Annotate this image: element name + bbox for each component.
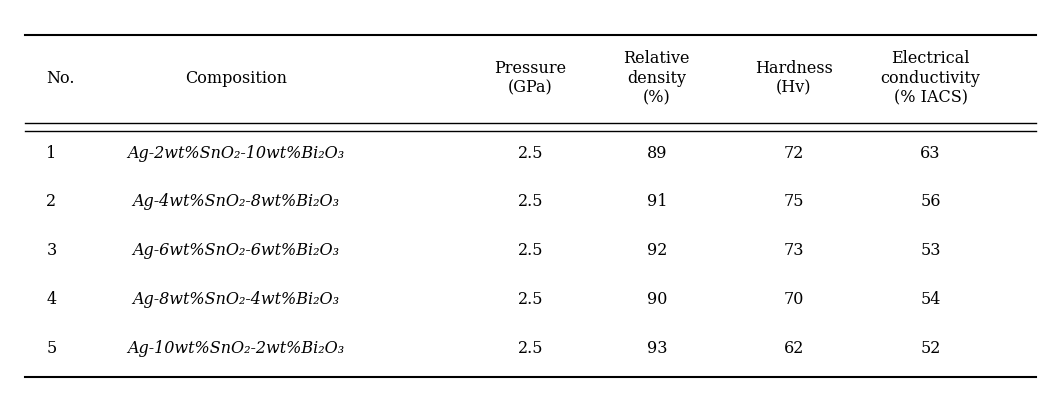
Text: 90: 90 [646,291,667,308]
Text: 72: 72 [783,145,804,162]
Text: 5: 5 [47,340,56,357]
Text: Electrical
conductivity
(% IACS): Electrical conductivity (% IACS) [881,50,980,106]
Text: Ag-8wt%SnO₂-4wt%Bi₂O₃: Ag-8wt%SnO₂-4wt%Bi₂O₃ [133,291,340,308]
Text: 75: 75 [783,193,804,210]
Text: Ag-4wt%SnO₂-8wt%Bi₂O₃: Ag-4wt%SnO₂-8wt%Bi₂O₃ [133,193,340,210]
Text: 2.5: 2.5 [518,340,543,357]
Text: 4: 4 [47,291,56,308]
Text: 91: 91 [646,193,667,210]
Text: Ag-6wt%SnO₂-6wt%Bi₂O₃: Ag-6wt%SnO₂-6wt%Bi₂O₃ [133,243,340,260]
Text: Ag-2wt%SnO₂-10wt%Bi₂O₃: Ag-2wt%SnO₂-10wt%Bi₂O₃ [127,145,345,162]
Text: Composition: Composition [185,69,286,87]
Text: 54: 54 [920,291,941,308]
Text: 2.5: 2.5 [518,193,543,210]
Text: 89: 89 [646,145,667,162]
Text: 2.5: 2.5 [518,145,543,162]
Text: 63: 63 [920,145,941,162]
Text: 93: 93 [646,340,667,357]
Text: 92: 92 [646,243,667,260]
Text: 52: 52 [920,340,941,357]
Text: 2: 2 [47,193,56,210]
Text: 53: 53 [920,243,941,260]
Text: 70: 70 [783,291,804,308]
Text: 1: 1 [47,145,56,162]
Text: 62: 62 [783,340,804,357]
Text: Ag-10wt%SnO₂-2wt%Bi₂O₃: Ag-10wt%SnO₂-2wt%Bi₂O₃ [127,340,345,357]
Text: 2.5: 2.5 [518,243,543,260]
Text: 3: 3 [47,243,56,260]
Text: No.: No. [47,69,74,87]
Text: 2.5: 2.5 [518,291,543,308]
Text: Pressure
(GPa): Pressure (GPa) [494,60,567,96]
Text: Hardness
(Hv): Hardness (Hv) [754,60,833,96]
Text: 73: 73 [783,243,804,260]
Text: Relative
density
(%): Relative density (%) [624,50,690,106]
Text: 56: 56 [920,193,941,210]
